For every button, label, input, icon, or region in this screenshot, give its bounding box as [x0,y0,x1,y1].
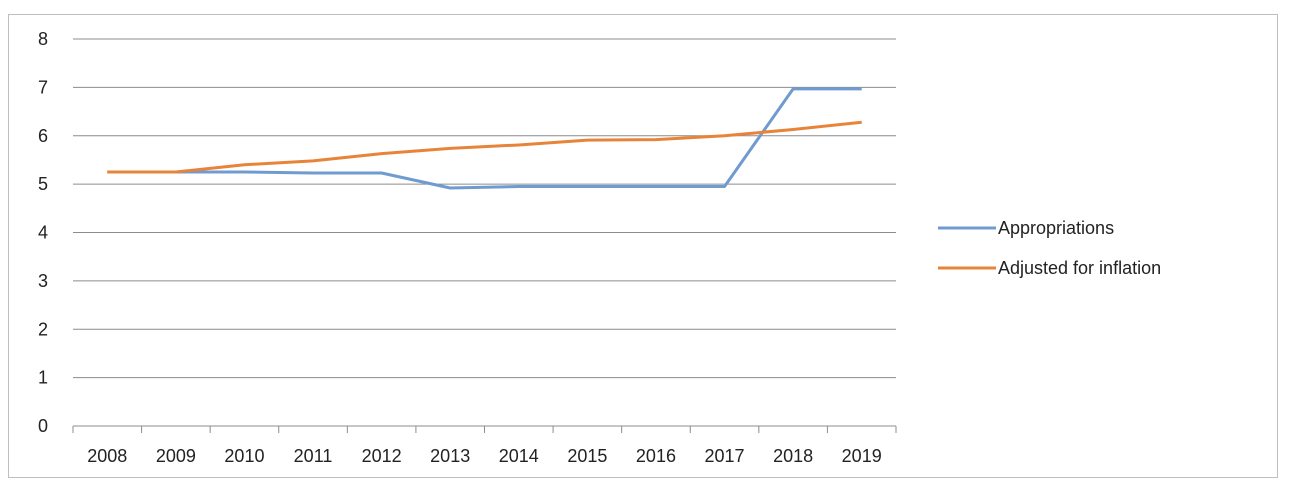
y-tick-label: 4 [38,223,48,243]
y-tick-label: 5 [38,174,48,194]
axes [72,425,897,433]
x-tick-label: 2009 [156,446,196,466]
y-tick-label: 1 [38,368,48,388]
gridlines [73,38,896,379]
chart-frame [8,14,1278,478]
x-tick-label: 2010 [224,446,264,466]
y-tick-label: 6 [38,126,48,146]
y-tick-label: 7 [38,77,48,97]
x-tick-label: 2008 [87,446,127,466]
x-tick-label: 2019 [842,446,882,466]
legend-label: Adjusted for inflation [998,258,1161,278]
x-tick-label: 2016 [636,446,676,466]
y-tick-label: 2 [38,319,48,339]
x-tick-label: 2014 [499,446,539,466]
x-tick-label: 2015 [567,446,607,466]
x-axis-ticks: 2008 2009 2010 2011 2012 2013 2014 2015 2016 2017… [87,446,881,466]
x-tick-label: 2012 [362,446,402,466]
y-tick-label: 0 [38,416,48,436]
series-lines [107,87,862,190]
y-axis-ticks: 0 1 2 3 4 5 6 7 8 [38,29,48,436]
legend: Appropriations Adjusted for inflation [938,218,1161,278]
x-tick-label: 2017 [705,446,745,466]
x-tick-label: 2018 [773,446,813,466]
series-line-appropriations [107,87,862,190]
y-tick-label: 8 [38,29,48,49]
legend-label: Appropriations [998,218,1114,238]
x-tick-label: 2013 [430,446,470,466]
x-tick-label: 2011 [294,446,333,466]
series-line-adjusted-for-inflation [107,120,862,174]
y-tick-label: 3 [38,271,48,291]
